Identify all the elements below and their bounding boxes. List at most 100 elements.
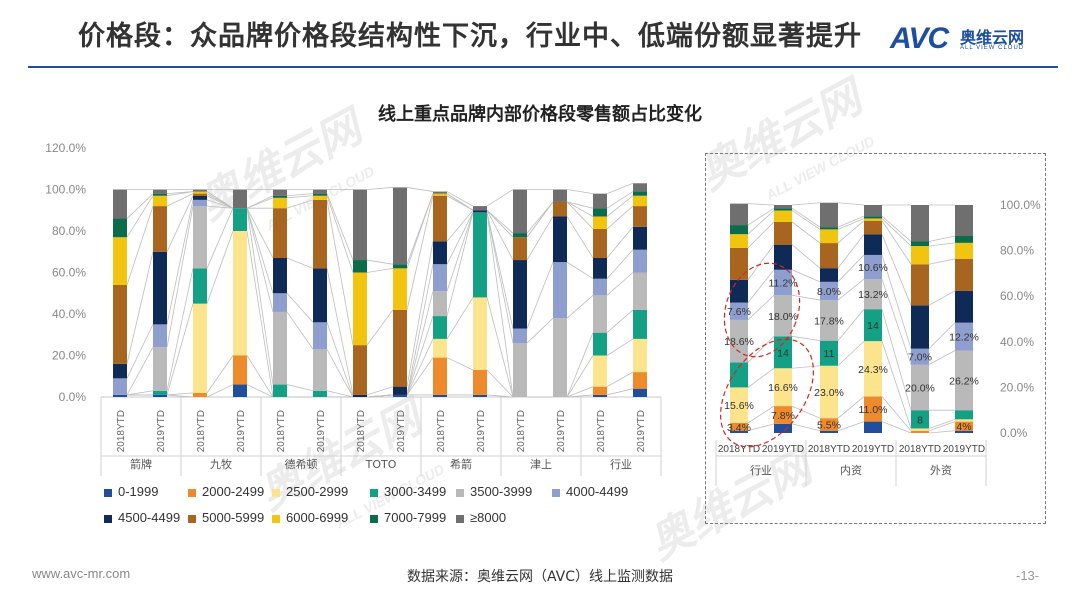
annotation-ellipse	[723, 262, 801, 358]
bar-segment	[273, 189, 287, 196]
series-connector	[747, 210, 775, 235]
series-connector	[166, 392, 194, 396]
series-connector	[286, 199, 314, 209]
bar-segment	[473, 212, 487, 298]
series-connector	[406, 264, 434, 396]
bar-segment	[553, 201, 567, 217]
footer-source: 数据来源：奥维云网（AVC）线上监测数据	[406, 569, 674, 585]
legend-label: 6000-6999	[286, 510, 349, 525]
bar-segment	[313, 189, 327, 194]
series-connector	[326, 390, 354, 398]
legend-label: 5000-5999	[202, 510, 265, 525]
series-connector	[246, 208, 274, 294]
bar-segment	[633, 372, 647, 389]
bar-segment	[633, 195, 647, 207]
series-connector	[126, 324, 154, 379]
data-label: 11	[824, 348, 835, 360]
bar-segment	[113, 284, 127, 364]
series-connector	[206, 384, 234, 398]
bar-segment	[353, 345, 367, 395]
bar-segment	[313, 390, 327, 397]
series-connector	[837, 340, 865, 367]
data-label: 18.0%	[768, 311, 798, 323]
series-connector	[837, 220, 865, 244]
series-connector	[747, 203, 775, 206]
bar-segment	[633, 309, 647, 339]
bar-segment	[433, 357, 447, 395]
x-tick-label: 2018YTD	[899, 444, 941, 455]
bar-segment	[593, 355, 607, 387]
legend-item: 3500-3999	[456, 484, 532, 499]
bar-segment	[593, 193, 607, 209]
series-connector	[286, 311, 314, 350]
series-connector	[326, 322, 354, 398]
series-connector	[881, 254, 912, 349]
bar-segment	[393, 394, 407, 397]
series-connector	[246, 230, 274, 398]
bar-segment	[233, 384, 247, 397]
series-connector	[606, 182, 634, 195]
y-tick-label: 40.0%	[52, 307, 86, 321]
bar-segment	[774, 336, 792, 369]
legend-item: ≥8000	[456, 510, 506, 525]
bar-segment	[633, 191, 647, 196]
series-connector	[881, 421, 912, 434]
series-connector	[928, 242, 956, 247]
series-connector	[326, 193, 354, 261]
bar-segment	[473, 370, 487, 395]
bar-segment	[633, 272, 647, 310]
series-connector	[526, 201, 554, 234]
series-connector	[791, 365, 821, 369]
x-group-label: 箭牌	[130, 457, 152, 471]
x-tick-label: 2018YTD	[596, 410, 607, 452]
bar-segment	[433, 316, 447, 339]
bar-segment	[911, 305, 929, 349]
bar-segment	[513, 260, 527, 329]
bar-segment	[593, 278, 607, 296]
series-connector	[881, 215, 912, 242]
series-connector	[166, 193, 194, 207]
bar-segment	[313, 322, 327, 350]
series-connector	[881, 218, 912, 247]
series-connector	[566, 394, 594, 398]
y-tick-label: 100.0%	[1000, 198, 1041, 212]
bar-segment	[955, 421, 973, 431]
bar-segment	[233, 355, 247, 385]
bar-segment	[730, 430, 748, 433]
y-tick-label: 0.0%	[59, 390, 87, 404]
bar-segment	[820, 300, 838, 341]
x-tick-label: 2019YTD	[476, 410, 487, 452]
bar-segment	[730, 387, 748, 423]
series-connector	[126, 347, 154, 396]
bar-segment	[513, 328, 527, 344]
series-connector	[406, 193, 434, 265]
series-connector	[881, 220, 912, 265]
series-connector	[486, 212, 514, 329]
legend-item: 7000-7999	[370, 510, 446, 525]
bar-segment	[153, 394, 167, 397]
legend-label: 4000-4499	[566, 484, 629, 499]
series-connector	[486, 369, 514, 398]
bar-segment	[774, 210, 792, 222]
bar-segment	[313, 268, 327, 323]
series-connector	[791, 423, 821, 432]
legend-item: 2000-2499	[188, 484, 264, 499]
series-connector	[606, 388, 634, 396]
series-connector	[526, 317, 554, 344]
data-label: 24.3%	[858, 364, 888, 376]
x-tick-label: 2019YTD	[396, 410, 407, 452]
series-connector	[246, 384, 274, 398]
series-connector	[881, 340, 912, 429]
bar-segment	[633, 226, 647, 250]
bar-segment	[393, 187, 407, 265]
x-group-label: 内资	[840, 463, 862, 477]
x-tick-label: 2019YTD	[156, 410, 167, 452]
bar-segment	[820, 243, 838, 269]
bar-segment	[820, 418, 838, 431]
bar-segment	[153, 390, 167, 395]
data-label: 10.6%	[858, 262, 888, 274]
legend-item: 4000-4499	[552, 484, 628, 499]
data-label: 15.6%	[724, 400, 754, 412]
bar-segment	[730, 422, 748, 431]
x-group-label: 行业	[750, 464, 772, 477]
